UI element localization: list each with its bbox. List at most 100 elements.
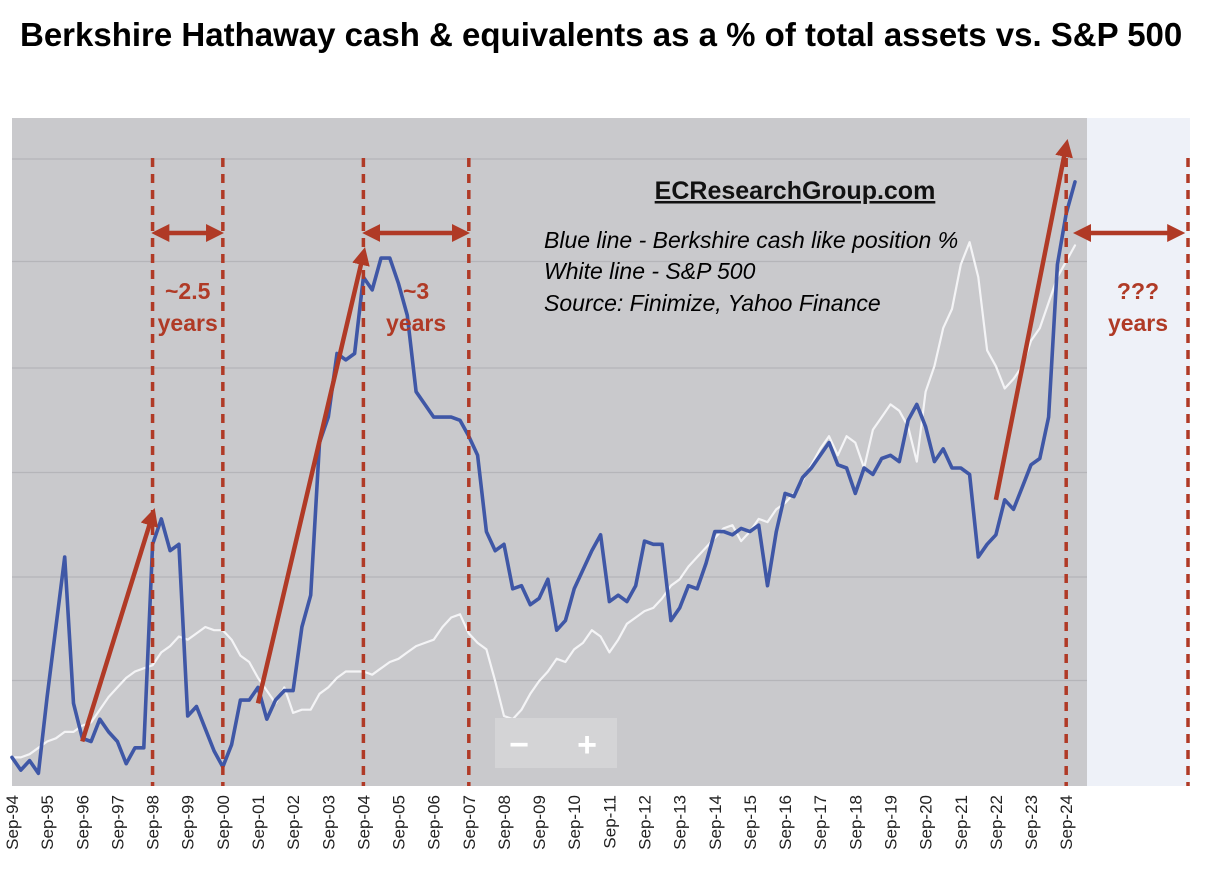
sp500-point [1074,244,1076,247]
berkshire-point [186,715,189,717]
berkshire-point [55,626,57,628]
berkshire-point [494,549,497,552]
sp500-point [424,642,426,644]
berkshire-point [705,562,707,565]
berkshire-point [872,473,874,476]
sp500-point [186,638,189,641]
sp500-point [143,667,145,670]
gridlines [12,158,1087,682]
legend-line-source: Source: Finimize, Yahoo Finance [544,290,881,316]
berkshire-point [116,740,119,743]
berkshire-point [503,543,505,546]
berkshire-point [353,352,356,355]
sp500-point [28,753,31,755]
sp500-point [977,276,980,279]
berkshire-point [670,619,672,622]
sp500-point [90,721,92,724]
berkshire-point [854,492,857,495]
berkshire-point [37,772,40,775]
berkshire-point [1030,464,1032,466]
sp500-point [634,616,637,619]
zoom-in-button[interactable]: + [577,726,597,764]
berkshire-point [213,750,215,752]
berkshire-point [143,747,145,749]
sp500-point [1012,378,1015,380]
legend-line-sp500: White line - S&P 500 [544,258,756,284]
sp500-point [195,632,198,635]
berkshire-point [195,705,198,708]
sp500-point [283,686,286,689]
berkshire-point [538,597,540,600]
sp500-point [20,756,22,759]
sp500-point [213,629,215,631]
berkshire-point [63,556,66,558]
x-tick-label: Sep-16 [776,795,795,850]
sp500-point [371,673,374,676]
x-tick-label: Sep-11 [600,795,619,849]
berkshire-point [986,543,988,546]
x-tick-label: Sep-10 [565,795,584,850]
sp500-point [239,654,242,657]
sp500-point [924,390,927,393]
sp500-point [599,635,602,638]
sp500-point [916,460,918,463]
berkshire-point [90,740,92,743]
sp500-point [573,648,575,651]
trend-arrow [80,508,158,743]
zoom-controls[interactable]: − + [495,718,617,768]
x-tick-label: Sep-09 [530,795,549,850]
berkshire-series [10,180,1077,776]
berkshire-point [432,416,435,418]
berkshire-point [309,594,312,596]
berkshire-point [880,457,883,460]
watermark-text: ECResearchGroup.com [655,177,936,205]
chart-title: Berkshire Hathaway cash & equivalents as… [20,16,1183,53]
berkshire-point [995,534,997,536]
sp500-point [951,308,953,310]
berkshire-point [371,289,374,291]
x-tick-label: Sep-95 [38,795,57,850]
sp500-point [459,613,461,616]
zoom-out-button[interactable]: − [509,726,529,764]
sp500-point [643,610,646,612]
x-tick-label: Sep-03 [319,795,338,850]
sp500-point [37,747,40,749]
sp500-point [740,540,742,542]
berkshire-point [766,584,769,587]
berkshire-point [1056,263,1059,266]
berkshire-point [889,454,892,457]
berkshire-point [266,718,268,720]
sp500-point [476,642,479,644]
sp500-point [564,661,567,663]
x-tick-label: Sep-99 [179,795,198,850]
sp500-point [178,635,180,638]
x-tick-label: Sep-05 [390,795,409,850]
x-tick-label: Sep-19 [881,795,900,850]
sp500-point [555,658,558,660]
x-tick-label: Sep-22 [987,795,1006,850]
berkshire-point [775,530,778,533]
sp500-point [898,410,901,412]
sp500-point [441,626,444,628]
x-tick-label: Sep-13 [671,795,690,850]
berkshire-point [46,696,48,698]
berkshire-point [591,549,593,552]
sp500-point [1003,387,1006,390]
berkshire-point [634,584,637,587]
legend-line-berkshire: Blue line - Berkshire cash like position… [544,227,958,253]
sp500-point [757,518,760,520]
period-label: ~2.5 [165,278,211,304]
sp500-point [995,365,997,368]
sp500-point [257,677,259,679]
future-region-background [1087,118,1190,786]
sp500-point [933,365,936,368]
sp500-point [678,578,681,581]
berkshire-point [424,403,426,406]
sp500-point [538,680,540,682]
sp500-point [696,556,698,558]
sp500-point [775,508,778,511]
berkshire-point [380,257,382,259]
sp500-point [986,349,988,352]
sp500-point [1039,327,1041,329]
